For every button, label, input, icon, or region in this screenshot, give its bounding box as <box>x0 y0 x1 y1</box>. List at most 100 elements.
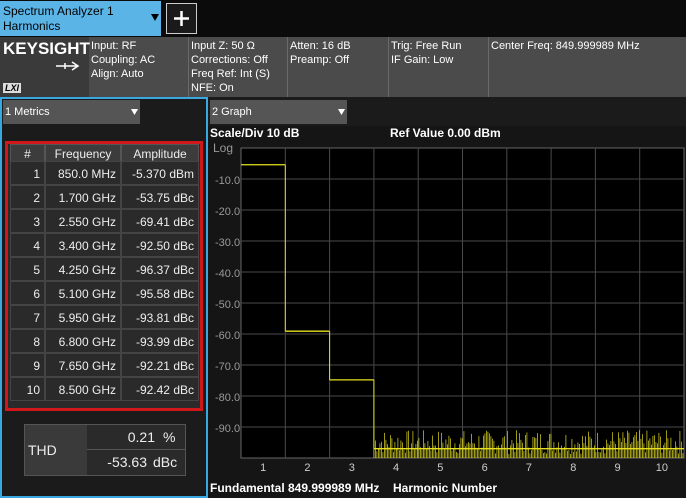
header-info-line: NFE: On <box>191 82 234 94</box>
y-tick-label: -60.0 <box>215 330 240 342</box>
y-tick-label: -70.0 <box>215 361 240 373</box>
x-tick-label: 6 <box>482 462 488 474</box>
metrics-panel <box>0 97 208 498</box>
table-cell: -96.37 dBc <box>121 257 199 281</box>
header-info-line: Preamp: Off <box>290 54 350 66</box>
table-cell: 4.250 GHz <box>45 257 121 281</box>
dropdown-arrow <box>131 109 138 115</box>
x-tick-label: 4 <box>393 462 399 474</box>
table-cell: 1 <box>10 161 45 185</box>
y-tick-label: -50.0 <box>215 299 240 311</box>
table-cell: 2 <box>10 185 45 209</box>
table-header-cell: Amplitude <box>121 144 199 162</box>
ref-label: Ref Value 0.00 dBm <box>390 126 501 140</box>
table-cell: -93.99 dBc <box>121 329 199 353</box>
y-tick-label: -90.0 <box>215 423 240 435</box>
dropdown-label: 1 Metrics <box>5 106 50 118</box>
dropdown-label: 2 Graph <box>212 106 252 118</box>
header-separator <box>488 37 489 97</box>
table-cell: -5.370 dBm <box>121 161 199 185</box>
tab[interactable]: Spectrum Analyzer 1 Harmonics <box>0 1 161 36</box>
header-info-line: Coupling: AC <box>91 54 156 66</box>
x-tick-label: 8 <box>570 462 576 474</box>
header-bar <box>0 37 686 97</box>
thd-label: THD <box>28 442 57 458</box>
table-cell: -53.75 dBc <box>121 185 199 209</box>
header-separator <box>188 37 189 97</box>
y-tick-label: -80.0 <box>215 392 240 404</box>
table-cell: -92.42 dBc <box>121 377 199 401</box>
header-info-line: Corrections: Off <box>191 54 268 66</box>
y-tick-label: -20.0 <box>215 206 240 218</box>
header-info-line: Atten: 16 dB <box>290 40 351 52</box>
table-cell: 6.800 GHz <box>45 329 121 353</box>
thd-unit: dBc <box>153 454 178 470</box>
table-cell: 10 <box>10 377 45 401</box>
table-header-cell: # <box>10 144 45 162</box>
table-cell: -93.81 dBc <box>121 305 199 329</box>
metrics-table-frame <box>5 141 203 411</box>
header-info-line: Input Z: 50 Ω <box>191 40 255 52</box>
x-tick-label: 2 <box>304 462 310 474</box>
scale-label: Scale/Div 10 dB <box>210 126 300 140</box>
x-tick-label: 7 <box>526 462 532 474</box>
thd-divider <box>87 449 185 450</box>
y-tick-label: -30.0 <box>215 237 240 249</box>
header-separator <box>388 37 389 97</box>
table-cell: -69.41 dBc <box>121 209 199 233</box>
y-tick-label: -40.0 <box>215 268 240 280</box>
table-cell: 3 <box>10 209 45 233</box>
trace-step <box>284 164 375 449</box>
x-tick-label: 1 <box>260 462 266 474</box>
lxi-badge: LXI <box>3 83 22 93</box>
table-cell: -92.21 dBc <box>121 353 199 377</box>
brand: KEYSIGHT <box>3 39 90 58</box>
table-cell: 7.650 GHz <box>45 353 121 377</box>
table-cell: 3.400 GHz <box>45 233 121 257</box>
logo-icon <box>56 61 80 71</box>
table-cell: 4 <box>10 233 45 257</box>
table-cell: 5.950 GHz <box>45 305 121 329</box>
table-cell: 8.500 GHz <box>45 377 121 401</box>
thd-value: -53.63 <box>107 454 147 470</box>
thd-label-cell <box>25 425 87 475</box>
graph-dropdown[interactable]: 2 Graph <box>210 100 347 124</box>
table-cell: 850.0 MHz <box>45 161 121 185</box>
x-tick-label: 5 <box>437 462 443 474</box>
thd-unit: % <box>163 429 176 445</box>
table-cell: 5.100 GHz <box>45 281 121 305</box>
table-cell: 5 <box>10 257 45 281</box>
header-info-line: Freq Ref: Int (S) <box>191 68 270 80</box>
x-axis-label: Harmonic Number <box>393 481 497 495</box>
table-cell: 8 <box>10 329 45 353</box>
table-cell: 1.700 GHz <box>45 185 121 209</box>
header-info-line: Align: Auto <box>91 68 144 80</box>
table-cell: 9 <box>10 353 45 377</box>
x-tick-label: 3 <box>349 462 355 474</box>
tab-title: Spectrum Analyzer 1 <box>3 4 114 18</box>
trace-noise <box>373 430 684 458</box>
table-cell: -92.50 dBc <box>121 233 199 257</box>
header-separator <box>287 37 288 97</box>
table-header-cell: Frequency <box>45 144 121 162</box>
header-info-line: Input: RF <box>91 40 137 52</box>
thd-value: 0.21 <box>127 429 155 445</box>
table-cell: -95.58 dBc <box>121 281 199 305</box>
thd-box: THD 0.21% -53.63 dBc <box>24 424 186 476</box>
footer-label: Fundamental 849.999989 MHz <box>210 481 379 495</box>
table-cell: 7 <box>10 305 45 329</box>
x-tick-label: 10 <box>656 462 668 474</box>
dropdown-arrow <box>151 14 159 21</box>
tab-subtitle: Harmonics <box>3 19 61 33</box>
header-info-line: Center Freq: 849.999989 MHz <box>491 40 640 52</box>
metrics-dropdown[interactable]: 1 Metrics <box>3 100 140 124</box>
mode-label: Log <box>213 141 233 155</box>
x-tick-label: 9 <box>614 462 620 474</box>
header-info-line: IF Gain: Low <box>391 54 454 66</box>
add-tab-button[interactable] <box>166 3 197 34</box>
table-cell: 2.550 GHz <box>45 209 121 233</box>
dropdown-arrow <box>338 109 345 115</box>
table-cell: 6 <box>10 281 45 305</box>
